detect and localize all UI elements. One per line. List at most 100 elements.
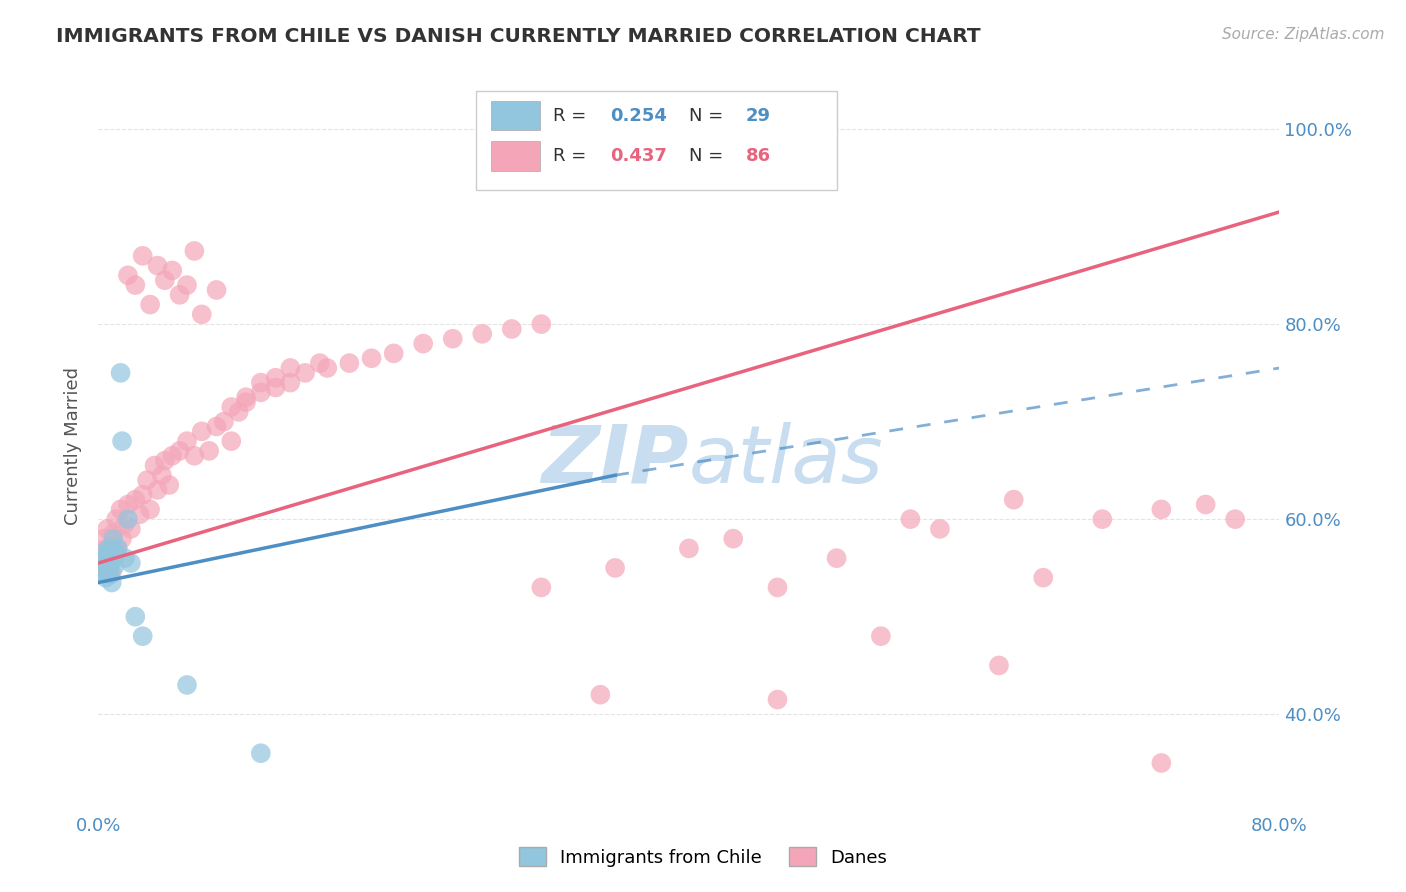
Point xyxy=(176,434,198,449)
Point xyxy=(110,366,132,380)
Point xyxy=(97,541,120,556)
Point xyxy=(169,443,191,458)
Point xyxy=(870,629,893,643)
Text: R =: R = xyxy=(553,147,592,165)
Text: 0.254: 0.254 xyxy=(610,107,666,125)
Point xyxy=(117,268,139,283)
Point xyxy=(530,317,553,331)
Point xyxy=(1150,502,1173,516)
Point xyxy=(146,483,169,497)
Point xyxy=(90,543,112,558)
Point xyxy=(105,512,128,526)
Point xyxy=(471,326,494,341)
Point xyxy=(103,551,125,566)
Point xyxy=(235,395,257,409)
Point xyxy=(111,532,134,546)
Point xyxy=(205,283,228,297)
Point xyxy=(176,678,198,692)
Point xyxy=(1032,571,1054,585)
Point xyxy=(98,567,121,582)
Point xyxy=(103,526,125,541)
Point xyxy=(250,746,273,760)
Point xyxy=(1195,498,1218,512)
Point xyxy=(235,390,257,404)
Point xyxy=(98,558,121,572)
Point xyxy=(900,512,922,526)
Point xyxy=(191,307,214,321)
Point xyxy=(153,273,176,287)
Point xyxy=(294,366,316,380)
Point xyxy=(105,546,128,560)
Point xyxy=(93,566,115,580)
Point xyxy=(100,543,122,558)
Text: N =: N = xyxy=(689,147,728,165)
Point xyxy=(264,380,287,394)
Point xyxy=(132,488,155,502)
Point xyxy=(678,541,700,556)
Point xyxy=(221,434,243,449)
Text: 29: 29 xyxy=(745,107,770,125)
Point xyxy=(988,658,1011,673)
Point xyxy=(191,425,214,439)
Point xyxy=(412,336,434,351)
Point xyxy=(169,288,191,302)
Point xyxy=(605,561,627,575)
FancyBboxPatch shape xyxy=(477,91,837,190)
Point xyxy=(150,468,173,483)
Point xyxy=(124,492,146,507)
Point xyxy=(110,502,132,516)
Point xyxy=(1150,756,1173,770)
Point xyxy=(128,508,150,522)
Point xyxy=(93,551,115,566)
Point xyxy=(589,688,612,702)
Point xyxy=(117,512,139,526)
Point xyxy=(212,415,235,429)
Point xyxy=(205,419,228,434)
Point xyxy=(1091,512,1114,526)
Point xyxy=(162,449,183,463)
Text: N =: N = xyxy=(689,107,728,125)
Point xyxy=(183,449,205,463)
Text: Source: ZipAtlas.com: Source: ZipAtlas.com xyxy=(1222,27,1385,42)
Text: IMMIGRANTS FROM CHILE VS DANISH CURRENTLY MARRIED CORRELATION CHART: IMMIGRANTS FROM CHILE VS DANISH CURRENTL… xyxy=(56,27,981,45)
Point xyxy=(90,566,112,580)
Point xyxy=(96,522,118,536)
Text: 86: 86 xyxy=(745,147,770,165)
Point xyxy=(441,332,464,346)
Point xyxy=(91,546,114,560)
Point xyxy=(139,297,162,311)
Point xyxy=(94,553,117,567)
Point xyxy=(250,385,273,400)
Point xyxy=(139,502,162,516)
Point xyxy=(929,522,952,536)
Point xyxy=(93,532,115,546)
Point xyxy=(825,551,848,566)
FancyBboxPatch shape xyxy=(491,141,540,170)
Point xyxy=(250,376,273,390)
Point xyxy=(132,629,155,643)
Point xyxy=(120,522,142,536)
Text: R =: R = xyxy=(553,107,592,125)
Point xyxy=(91,556,114,570)
Point xyxy=(280,376,302,390)
Point xyxy=(97,563,120,577)
Point xyxy=(309,356,332,370)
Point xyxy=(97,551,120,566)
Point xyxy=(264,370,287,384)
Point xyxy=(124,278,146,293)
Point xyxy=(107,541,129,556)
Point xyxy=(157,478,180,492)
Point xyxy=(114,516,136,531)
Point xyxy=(146,259,169,273)
Point xyxy=(1002,492,1025,507)
Point xyxy=(198,443,221,458)
Point xyxy=(124,609,146,624)
Point xyxy=(183,244,205,258)
Point xyxy=(100,575,122,590)
Point xyxy=(103,532,125,546)
Point xyxy=(120,556,142,570)
Point xyxy=(316,361,339,376)
Point xyxy=(91,556,114,570)
Legend: Immigrants from Chile, Danes: Immigrants from Chile, Danes xyxy=(512,840,894,874)
Point xyxy=(280,361,302,376)
